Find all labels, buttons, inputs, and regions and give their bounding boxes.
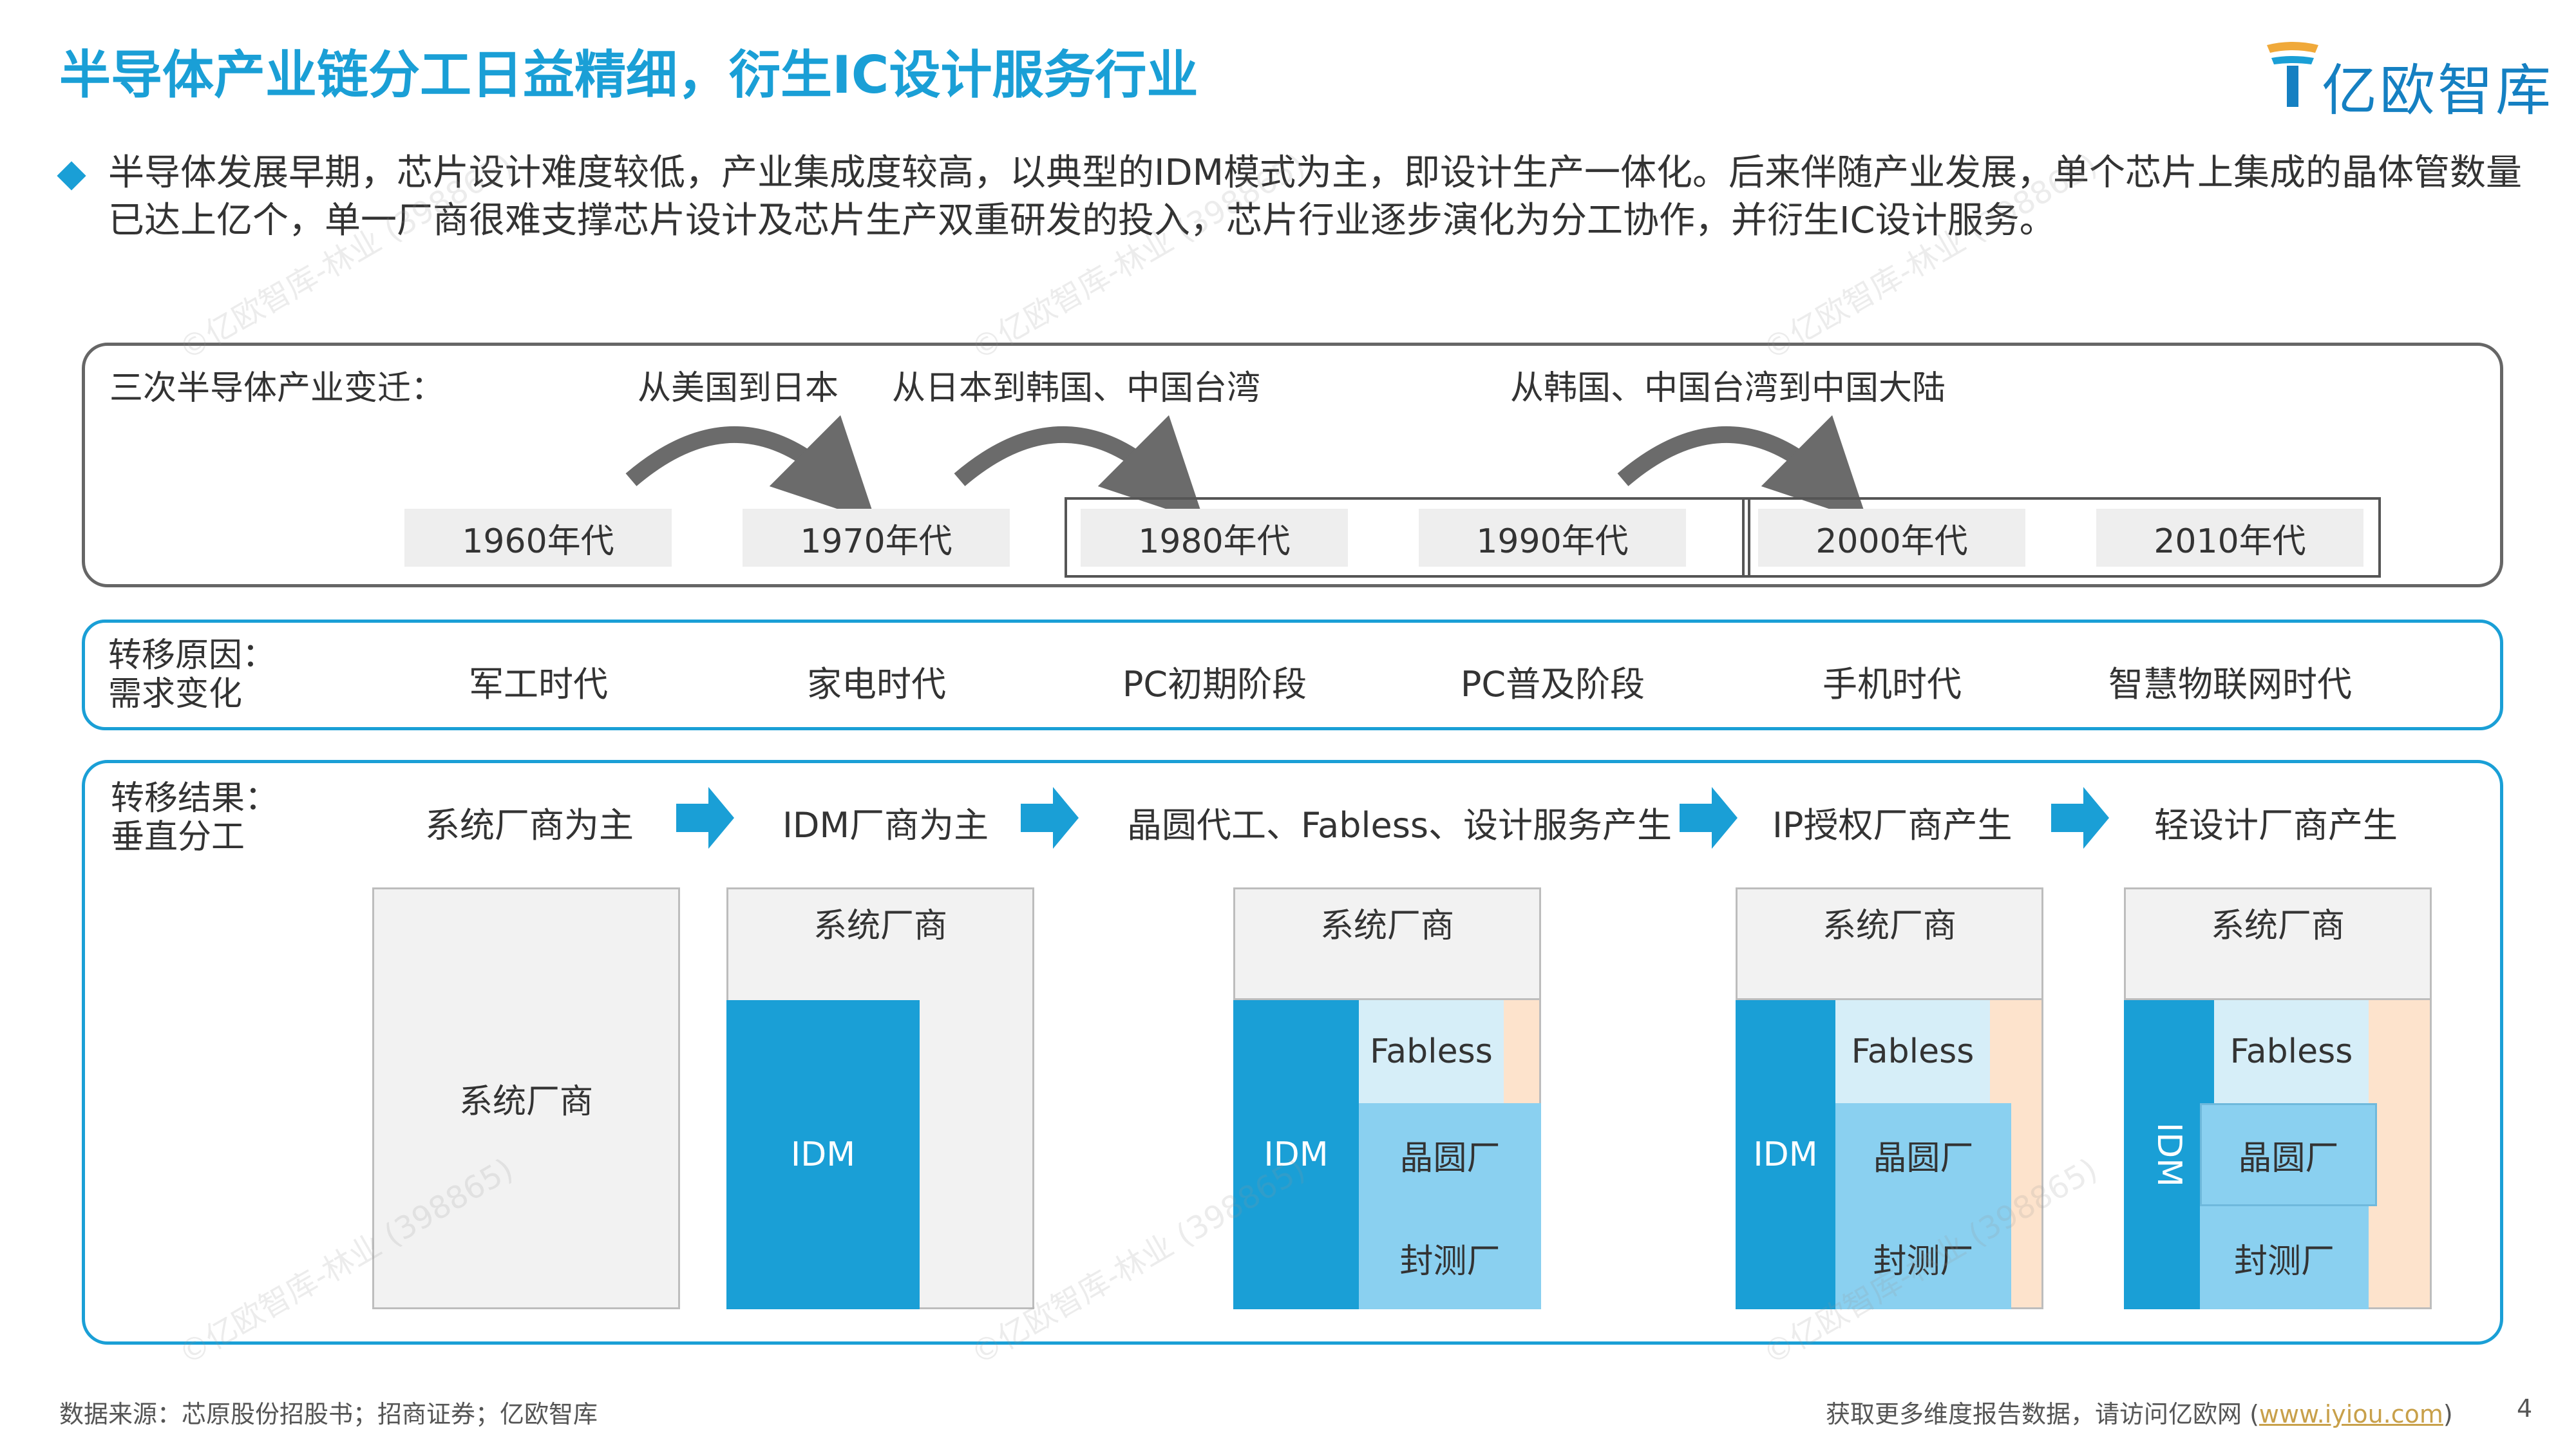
- right-arrow-icon: [1680, 787, 1738, 849]
- era-1: 军工时代: [469, 664, 608, 705]
- block-fabless: Fabless: [1835, 1000, 1990, 1103]
- shift-label-2: 从日本到韩国、中国台湾: [892, 369, 1261, 408]
- decade-group-1980-1990: [1065, 497, 1750, 578]
- stage-2: IDM厂商为主: [782, 805, 989, 846]
- stage-1: 系统厂商为主: [425, 805, 634, 846]
- decade-2000: 2000年代: [1758, 509, 2025, 567]
- shift-arrows: [625, 415, 1868, 522]
- reasons-label: 转移原因： 需求变化: [108, 636, 276, 714]
- data-source: 数据来源：芯原股份招股书；招商证券；亿欧智库: [59, 1400, 598, 1428]
- block-system: 系统厂商: [1736, 887, 2043, 1000]
- block-system: 系统厂商: [1233, 887, 1541, 1000]
- shifts-label: 三次半导体产业变迁：: [109, 369, 445, 408]
- block-idm: IDM: [726, 1000, 920, 1309]
- curved-arrow-icon: [954, 415, 1205, 522]
- decade-1970: 1970年代: [743, 509, 1010, 567]
- decade-group-2000-2010: [1742, 497, 2381, 578]
- block-idm: IDM: [1736, 1000, 1835, 1309]
- era-5: 手机时代: [1823, 664, 1962, 705]
- curved-arrow-icon: [1617, 415, 1868, 522]
- block-foundry: 晶圆厂: [1359, 1103, 1541, 1206]
- iyiou-link[interactable]: www.iyiou.com: [2259, 1400, 2443, 1428]
- logo-icon: [2267, 42, 2318, 107]
- block-system: 系统厂商: [372, 887, 680, 1309]
- era-4: PC普及阶段: [1460, 664, 1645, 705]
- reasons-panel: [82, 620, 2503, 730]
- block-idm: IDM: [1233, 1000, 1359, 1309]
- decade-2010: 2010年代: [2096, 509, 2363, 567]
- decade-1960: 1960年代: [404, 509, 672, 567]
- curved-arrow-icon: [625, 415, 876, 522]
- footer-more: 获取更多维度报告数据，请访问亿欧网 (www.iyiou.com): [1826, 1400, 2453, 1428]
- stage-5: 轻设计厂商产生: [2154, 805, 2398, 846]
- results-label: 转移结果： 垂直分工: [111, 779, 279, 857]
- decade-1990: 1990年代: [1419, 509, 1686, 567]
- stage-4: IP授权厂商产生: [1772, 805, 2012, 846]
- block-foundry: 晶圆厂: [1835, 1103, 2011, 1206]
- decade-1980: 1980年代: [1081, 509, 1348, 567]
- right-arrow-icon: [1021, 787, 1079, 849]
- era-6: 智慧物联网时代: [2108, 664, 2352, 705]
- block-system: 系统厂商: [2124, 887, 2432, 1000]
- block-packaging: 封测厂: [1359, 1206, 1541, 1309]
- block-idm: IDM: [2124, 1000, 2214, 1309]
- right-arrow-icon: [676, 787, 734, 849]
- block-fabless: Fabless: [1359, 1000, 1504, 1103]
- intro-text: 半导体发展早期，芯片设计难度较低，产业集成度较高，以典型的IDM模式为主，即设计…: [108, 152, 2522, 242]
- structure-col-1: 系统厂商: [372, 887, 680, 1309]
- logo-text: 亿欧智库: [2322, 59, 2553, 123]
- block-fabless: Fabless: [2214, 1000, 2369, 1103]
- shifts-panel: [82, 343, 2503, 587]
- structure-col-2: 系统厂商 IDM: [726, 887, 1034, 1309]
- era-3: PC初期阶段: [1122, 664, 1307, 705]
- structure-col-5: 系统厂商 IDM Fabless 晶圆厂 封测厂: [2124, 887, 2432, 1309]
- page-title: 半导体产业链分工日益精细，衍生IC设计服务行业: [59, 45, 1198, 105]
- structure-col-4: 系统厂商 IDM Fabless 晶圆厂 封测厂: [1736, 887, 2043, 1309]
- block-foundry: 晶圆厂: [2200, 1103, 2377, 1206]
- idm-vertical-label: IDM: [2150, 1122, 2188, 1188]
- stage-arrows: [676, 787, 2109, 849]
- shift-label-3: 从韩国、中国台湾到中国大陆: [1510, 369, 1946, 408]
- page-number: 4: [2517, 1394, 2533, 1423]
- shift-label-1: 从美国到日本: [638, 369, 839, 408]
- stage-3: 晶圆代工、Fabless、设计服务产生: [1127, 805, 1672, 846]
- results-panel: [82, 760, 2503, 1345]
- era-2: 家电时代: [807, 664, 946, 705]
- block-packaging: 封测厂: [1835, 1206, 2011, 1309]
- right-arrow-icon: [2051, 787, 2109, 849]
- logo: [2264, 39, 2521, 122]
- block-packaging: 封测厂: [2200, 1206, 2369, 1309]
- structure-col-3: 系统厂商 IDM Fabless 晶圆厂 封测厂: [1233, 887, 1541, 1309]
